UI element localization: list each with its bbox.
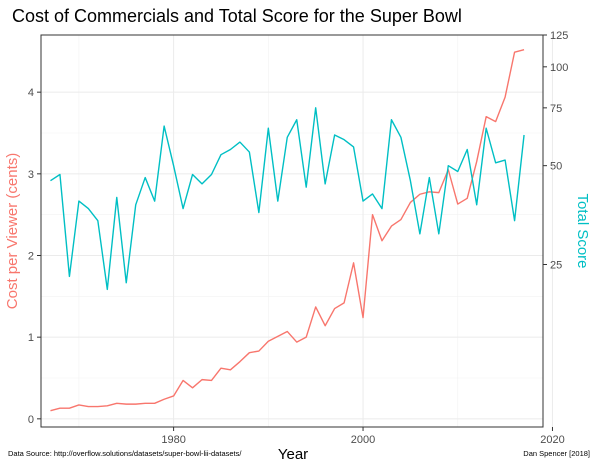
- y-tick-label-right: 125: [550, 30, 568, 42]
- x-tick-label: 2000: [351, 434, 375, 446]
- y-tick-label-right: 50: [550, 161, 562, 173]
- grid-layer: [41, 35, 553, 427]
- x-axis-label: Year: [278, 446, 308, 463]
- y-tick-label-right: 100: [550, 62, 568, 74]
- y-axis-label-right: Total Score: [574, 193, 591, 268]
- score-series-line: [50, 107, 525, 291]
- y-tick-label-left: 2: [28, 251, 34, 263]
- x-tick-label: 1980: [161, 434, 185, 446]
- series-layer: [50, 49, 525, 412]
- y-tick-label-left: 0: [28, 414, 34, 426]
- caption-source: Data Source: http://overflow.solutions/d…: [8, 449, 242, 458]
- caption-author: Dan Spencer [2018]: [523, 449, 590, 458]
- y-tick-label-left: 4: [28, 87, 34, 99]
- plot-panel-border: [40, 34, 544, 428]
- cost-series-line: [50, 49, 525, 412]
- x-tick-label: 2020: [540, 434, 564, 446]
- y-tick-label-right: 75: [550, 103, 562, 115]
- y-axis-label-left: Cost per Viewer (cents): [4, 153, 21, 309]
- chart-title: Cost of Commercials and Total Score for …: [12, 6, 462, 26]
- y-tick-label-right: 25: [550, 260, 562, 272]
- y-tick-label-left: 3: [28, 169, 34, 181]
- ticks-layer: 0 1 2 3 4 25 50 75 100 125 1980 2000 2020: [28, 30, 568, 446]
- y-tick-label-left: 1: [28, 332, 34, 344]
